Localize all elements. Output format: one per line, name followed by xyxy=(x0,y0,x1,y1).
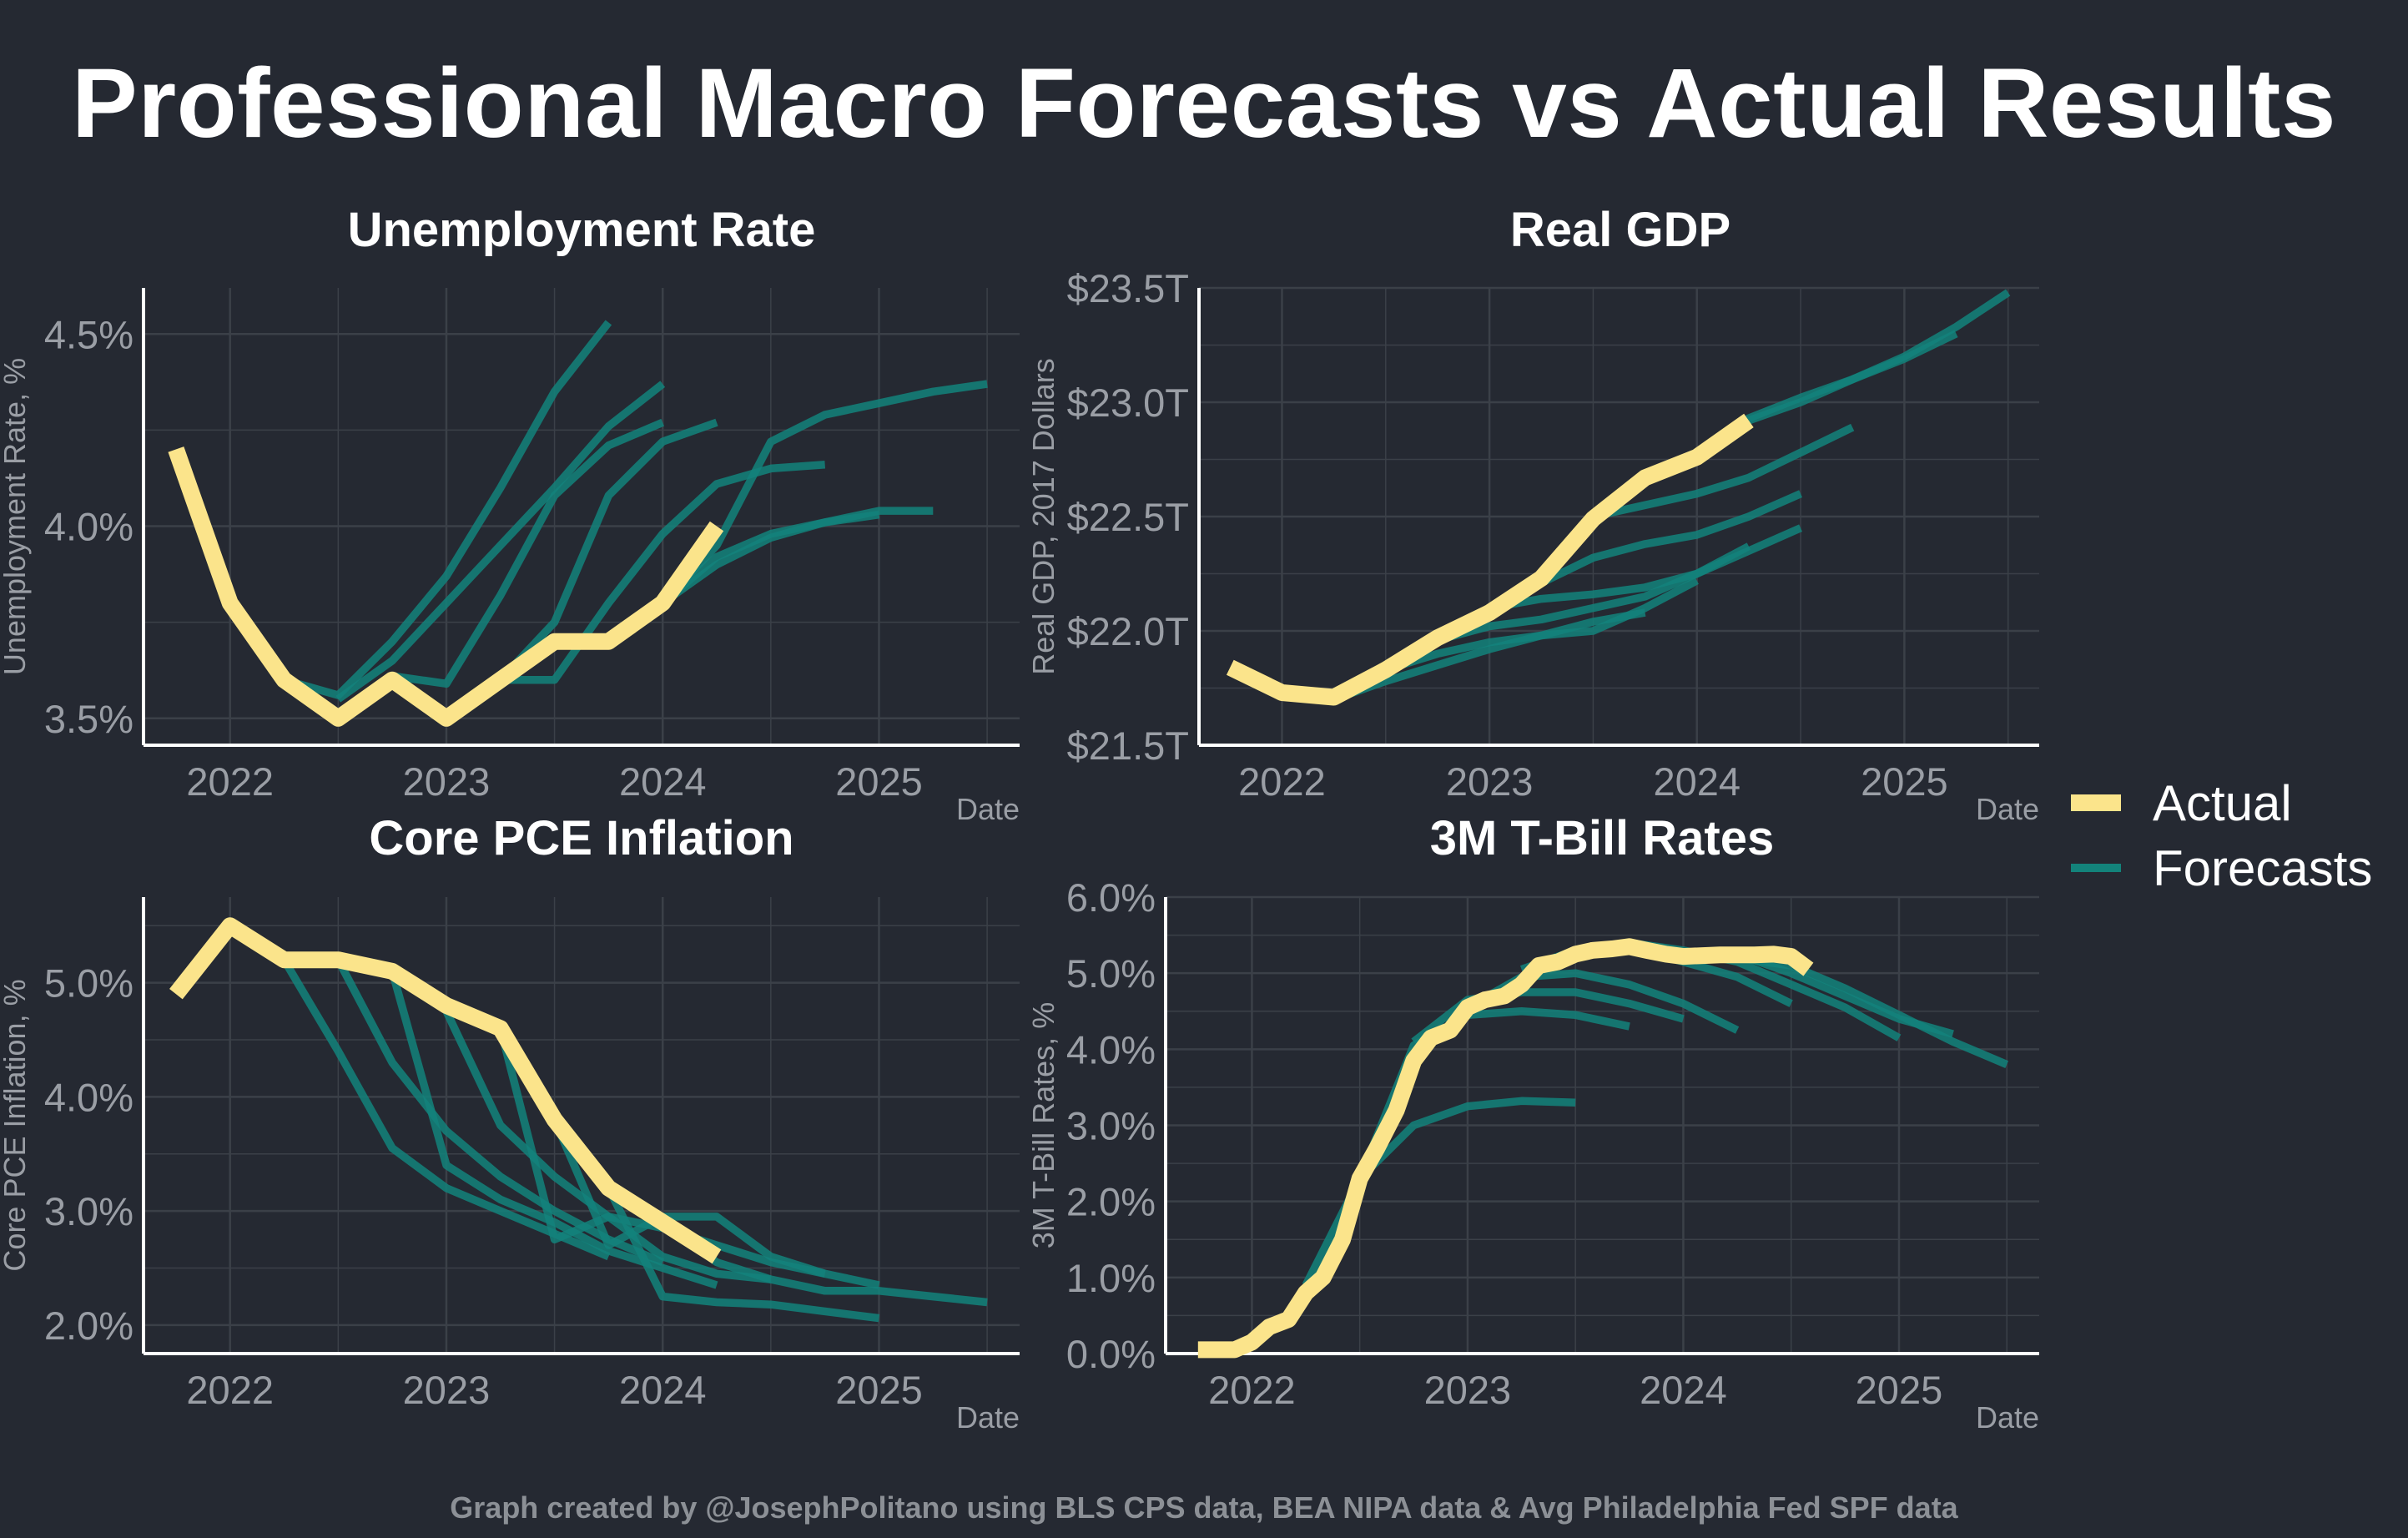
panel-2-forecast-line-4 xyxy=(1489,524,1803,613)
panel-3-y-axis-title: Core PCE Inflation, % xyxy=(0,979,32,1271)
figure-title: Professional Macro Forecasts vs Actual R… xyxy=(72,48,2336,159)
panel-1-y-tick-label: 3.5% xyxy=(44,697,133,741)
panel-4-x-tick-label: 2024 xyxy=(1640,1368,1727,1412)
panel-4-y-tick-label: 3.0% xyxy=(1066,1104,1156,1148)
panel-3-y-tick-label: 4.0% xyxy=(44,1075,133,1119)
panel-2-forecast-line-6 xyxy=(1592,423,1855,521)
panel-2-forecast-line-8 xyxy=(1747,289,2011,425)
panel-2-y-tick-label: $23.0T xyxy=(1067,381,1189,425)
panel-1-y-tick-label: 4.0% xyxy=(44,505,133,549)
panel-4-x-tick-label: 2023 xyxy=(1424,1368,1512,1412)
legend-label-forecasts: Forecasts xyxy=(2153,840,2372,896)
panel-4-y-tick-label: 2.0% xyxy=(1066,1180,1156,1224)
panel-2-y-tick-label: $23.5T xyxy=(1067,266,1189,310)
panel-1-forecast-line-2 xyxy=(335,381,666,703)
panel-4-y-tick-label: 0.0% xyxy=(1066,1332,1156,1376)
panel-4-title: 3M T-Bill Rates xyxy=(1430,811,1775,865)
panel-3-title: Core PCE Inflation xyxy=(369,811,793,865)
source-caption: Graph created by @JosephPolitano using B… xyxy=(450,1490,1958,1525)
panel-2-y-tick-label: $21.5T xyxy=(1067,724,1189,768)
panel-1-forecast-line-5 xyxy=(500,461,826,684)
panel-3-x-tick-label: 2022 xyxy=(186,1368,274,1412)
panel-2-y-axis-title: Real GDP, 2017 Dollars xyxy=(1026,358,1060,675)
panel-4-x-tick-label: 2025 xyxy=(1856,1368,1943,1412)
legend-label-actual: Actual xyxy=(2153,775,2292,831)
panel-3-forecast-line-6 xyxy=(551,1117,880,1289)
panel-1-x-tick-label: 2024 xyxy=(619,759,707,804)
panel-1-x-tick-label: 2022 xyxy=(186,759,274,804)
panel-4-y-axis-title: 3M T-Bill Rates, % xyxy=(1026,1002,1060,1248)
panel-4-forecast-line-1 xyxy=(1302,1097,1576,1288)
panel-1-title: Unemployment Rate xyxy=(348,203,816,257)
panel-4-y-tick-label: 1.0% xyxy=(1066,1256,1156,1300)
panel-2-forecast-line-2 xyxy=(1384,577,1699,674)
panel-4-y-tick-label: 5.0% xyxy=(1066,951,1156,996)
panel-2-forecast-line-1 xyxy=(1332,608,1646,703)
panel-3-x-tick-label: 2024 xyxy=(619,1368,707,1412)
panel-2-x-tick-label: 2024 xyxy=(1653,759,1741,804)
panel-2-title: Real GDP xyxy=(1510,203,1730,257)
panel-1-y-tick-label: 4.5% xyxy=(44,312,133,356)
panel-3-x-axis-title: Date xyxy=(956,1400,1020,1435)
panel-4-actual-line xyxy=(1197,938,1814,1359)
panel-1-actual-line xyxy=(168,446,724,727)
panel-3-forecast-line-7 xyxy=(605,1186,880,1323)
panel-1-forecast-line-3 xyxy=(391,418,665,688)
panel-2-actual-line xyxy=(1226,413,1754,706)
panel-2-x-tick-label: 2025 xyxy=(1861,759,1948,804)
panel-3-y-tick-label: 3.0% xyxy=(44,1189,133,1233)
panel-2-x-tick-label: 2023 xyxy=(1446,759,1534,804)
panel-2-y-tick-label: $22.5T xyxy=(1067,495,1189,539)
panel-4-y-tick-label: 6.0% xyxy=(1066,875,1156,920)
panel-2-x-axis-title: Date xyxy=(1976,792,2039,826)
panel-2-x-tick-label: 2022 xyxy=(1238,759,1326,804)
panel-4-y-tick-label: 4.0% xyxy=(1066,1027,1156,1072)
panel-1-y-axis-title: Unemployment Rate, % xyxy=(0,358,32,675)
panel-3-forecast-line-3 xyxy=(388,970,718,1289)
panel-4-forecast-line-8 xyxy=(1736,954,2009,1068)
panel-3-actual-line xyxy=(169,917,722,1264)
panel-2-y-tick-label: $22.0T xyxy=(1067,609,1189,653)
panel-3-x-tick-label: 2025 xyxy=(835,1368,923,1412)
panel-3-y-tick-label: 5.0% xyxy=(44,961,133,1006)
panel-4-x-axis-title: Date xyxy=(1976,1400,2039,1435)
panel-1-x-tick-label: 2025 xyxy=(835,759,923,804)
panel-1-forecast-line-8 xyxy=(660,507,934,607)
panel-3-y-tick-label: 2.0% xyxy=(44,1304,133,1348)
panel-3-forecast-line-8 xyxy=(660,1218,988,1307)
panel-1-x-axis-title: Date xyxy=(956,792,1020,826)
panel-3-x-tick-label: 2023 xyxy=(403,1368,491,1412)
panel-1-x-tick-label: 2023 xyxy=(403,759,491,804)
panel-4-x-tick-label: 2022 xyxy=(1208,1368,1296,1412)
panel-2-forecast-line-5 xyxy=(1539,490,1803,587)
